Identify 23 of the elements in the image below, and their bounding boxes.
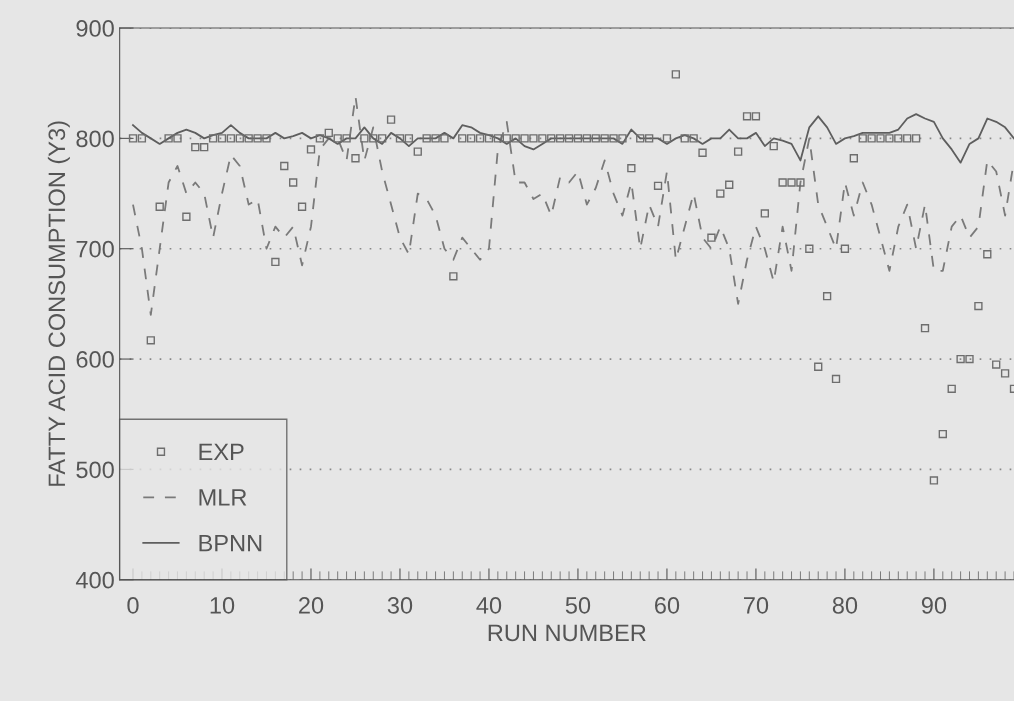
x-tick-label: 70	[744, 597, 769, 614]
x-tick-label: 0	[127, 597, 139, 614]
x-tick-label: 60	[655, 597, 680, 614]
y-tick-label: 500	[76, 461, 114, 479]
line-series	[132, 95, 1014, 316]
x-axis-title: RUN NUMBER	[488, 624, 646, 642]
y-tick-label: 900	[76, 20, 114, 37]
x-tick-label: 20	[299, 597, 324, 614]
x-tick-label: 30	[387, 597, 413, 614]
y-tick-label: 800	[76, 130, 114, 148]
x-tick-label: 10	[210, 597, 235, 614]
legend-label: BPNN	[199, 534, 262, 552]
x-tick-label: 50	[565, 597, 591, 614]
y-tick-label: 700	[76, 240, 114, 258]
legend-label: EXP	[199, 443, 244, 460]
x-tick-label: 40	[476, 597, 502, 614]
y-tick-label: 400	[75, 571, 114, 589]
x-tick-label: 90	[921, 597, 947, 614]
x-tick-label: 80	[832, 597, 858, 614]
y-tick-label: 600	[76, 351, 114, 368]
legend-label: MLR	[199, 489, 247, 506]
y-axis-title: FATTY ACID CONSUMPTION (Y3)	[47, 121, 70, 486]
line-series	[132, 113, 1014, 164]
